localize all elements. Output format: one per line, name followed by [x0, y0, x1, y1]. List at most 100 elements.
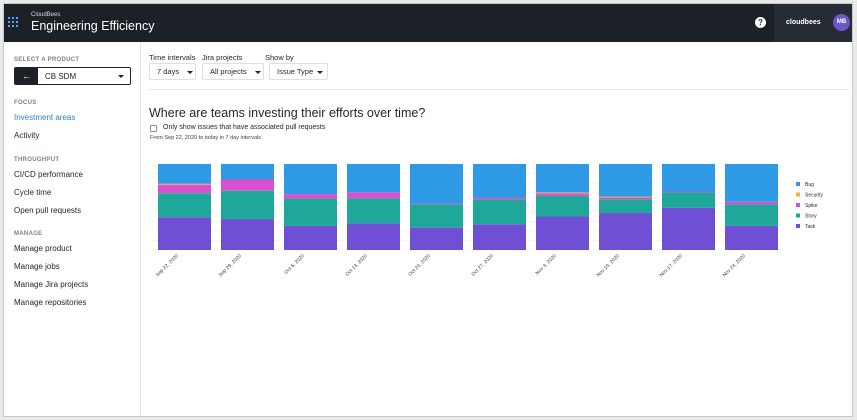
- x-tick-label: Oct 27, 2020: [470, 253, 495, 278]
- bar-segment-task[interactable]: [599, 213, 652, 250]
- bar-segment-spike[interactable]: [284, 194, 337, 199]
- nav-manage-product[interactable]: Manage product: [14, 244, 72, 253]
- legend-label-bug[interactable]: Bug: [805, 182, 814, 188]
- bar-segment-spike[interactable]: [662, 191, 715, 193]
- bar-segment-story[interactable]: [284, 198, 337, 226]
- top-bar: CloudBees Engineering Efficiency ? cloud…: [4, 4, 852, 42]
- x-tick-label: Oct 20, 2020: [407, 253, 432, 278]
- bar-segment-task[interactable]: [662, 207, 715, 250]
- user-menu[interactable]: cloudbees MB: [774, 4, 852, 42]
- bar-segment-security[interactable]: [158, 183, 211, 185]
- divider: [149, 89, 849, 90]
- bar-segment-spike[interactable]: [599, 197, 652, 200]
- nav-open-pull-requests[interactable]: Open pull requests: [14, 206, 82, 215]
- chevron-down-icon: [317, 71, 323, 74]
- page-title: Where are teams investing their efforts …: [149, 106, 426, 120]
- x-tick-label: Sep 29, 2020: [218, 253, 243, 278]
- bar-segment-story[interactable]: [662, 192, 715, 208]
- bar-segment-spike[interactable]: [221, 179, 274, 191]
- sidebar: SELECT A PRODUCT ← CB SDM FOCUS Investme…: [4, 42, 141, 416]
- pull-requests-checkbox-label[interactable]: Only show issues that have associated pu…: [163, 124, 326, 131]
- app-switcher-icon[interactable]: [8, 17, 18, 27]
- pull-requests-checkbox[interactable]: [150, 125, 157, 132]
- bar-segment-bug[interactable]: [599, 164, 652, 197]
- bar-segment-bug[interactable]: [662, 164, 715, 192]
- legend-label-spike[interactable]: Spike: [805, 203, 818, 209]
- bar-segment-spike[interactable]: [347, 192, 400, 199]
- investment-chart: Sep 22, 2020 Sep 29, 2020 Oct 6, 2020 Oct 1…: [151, 163, 824, 278]
- bar-segment-task[interactable]: [410, 227, 463, 250]
- bar-segment-task[interactable]: [725, 225, 778, 250]
- bar-segment-story[interactable]: [473, 199, 526, 225]
- nav-manage-repositories[interactable]: Manage repositories: [14, 298, 87, 307]
- section-focus: FOCUS: [14, 100, 37, 106]
- time-intervals-label: Time intervals: [149, 53, 196, 62]
- section-throughput: THROUGHPUT: [14, 157, 60, 163]
- jira-projects-label: Jira projects: [202, 53, 243, 62]
- product-selector[interactable]: ← CB SDM: [14, 67, 131, 85]
- bar-segment-bug[interactable]: [725, 164, 778, 202]
- bar-segment-task[interactable]: [347, 223, 400, 250]
- x-tick-label: Nov 17, 2020: [659, 253, 684, 278]
- bar-segment-story[interactable]: [725, 204, 778, 226]
- legend-label-security[interactable]: Security: [805, 193, 824, 199]
- jira-projects-dropdown[interactable]: All projects: [202, 63, 264, 80]
- bar-segment-story[interactable]: [410, 204, 463, 228]
- bar-segment-task[interactable]: [221, 219, 274, 250]
- legend-swatch-security: [796, 192, 800, 197]
- time-intervals-dropdown[interactable]: 7 days: [149, 63, 196, 80]
- bar-segment-bug[interactable]: [473, 164, 526, 198]
- bar-segment-bug[interactable]: [536, 164, 589, 193]
- bar-segment-story[interactable]: [347, 198, 400, 224]
- brand-company: CloudBees: [31, 12, 61, 18]
- legend-swatch-bug: [796, 182, 800, 186]
- chevron-down-icon: [118, 75, 124, 78]
- section-manage: MANAGE: [14, 231, 43, 237]
- bar-segment-task[interactable]: [158, 217, 211, 250]
- show-by-label: Show by: [265, 53, 294, 62]
- bar-segment-spike[interactable]: [158, 184, 211, 194]
- bar-segment-spike[interactable]: [410, 203, 463, 205]
- help-icon[interactable]: ?: [755, 17, 766, 28]
- bar-segment-story[interactable]: [158, 193, 211, 218]
- bar-segment-spike[interactable]: [473, 197, 526, 200]
- main-content: Time intervals Jira projects Show by 7 d…: [141, 42, 852, 416]
- bar-segment-story[interactable]: [536, 195, 589, 217]
- nav-cycle-time[interactable]: Cycle time: [14, 188, 52, 197]
- x-tick-label: Nov 3, 2020: [535, 253, 558, 276]
- x-tick-label: Nov 24, 2020: [722, 253, 747, 278]
- section-select-product: SELECT A PRODUCT: [14, 57, 80, 63]
- legend-label-task[interactable]: Task: [805, 224, 816, 230]
- show-by-dropdown[interactable]: Issue Type: [269, 63, 328, 80]
- bar-segment-bug[interactable]: [284, 164, 337, 195]
- legend-swatch-spike: [796, 203, 800, 207]
- bar-segment-spike[interactable]: [725, 201, 778, 205]
- avatar[interactable]: MB: [833, 14, 850, 31]
- bar-segment-task[interactable]: [473, 224, 526, 250]
- bar-segment-security[interactable]: [599, 196, 652, 198]
- app-window: CloudBees Engineering Efficiency ? cloud…: [3, 3, 853, 417]
- bar-segment-task[interactable]: [536, 216, 589, 250]
- nav-activity[interactable]: Activity: [14, 131, 40, 140]
- show-by-value: Issue Type: [277, 67, 314, 76]
- legend-label-story[interactable]: Story: [805, 214, 817, 220]
- nav-investment-areas[interactable]: Investment areas: [14, 113, 76, 122]
- bar-segment-story[interactable]: [221, 190, 274, 220]
- nav-manage-jobs[interactable]: Manage jobs: [14, 262, 60, 271]
- product-name: CB SDM: [45, 72, 77, 81]
- bar-segment-security[interactable]: [536, 192, 589, 194]
- bar-segment-story[interactable]: [599, 199, 652, 214]
- time-intervals-value: 7 days: [157, 67, 180, 76]
- chevron-down-icon: [255, 71, 261, 74]
- bar-segment-bug[interactable]: [347, 164, 400, 193]
- jira-projects-value: All projects: [210, 67, 247, 76]
- bar-segment-task[interactable]: [284, 225, 337, 250]
- nav-manage-jira-projects[interactable]: Manage Jira projects: [14, 280, 89, 289]
- nav-cicd-performance[interactable]: CI/CD performance: [14, 170, 83, 179]
- bar-segment-spike[interactable]: [536, 193, 589, 196]
- bar-segment-bug[interactable]: [410, 164, 463, 204]
- bar-segment-bug[interactable]: [221, 164, 274, 180]
- brand-product: Engineering Efficiency: [31, 19, 155, 33]
- back-arrow-icon[interactable]: ←: [15, 68, 38, 84]
- bar-segment-bug[interactable]: [158, 164, 211, 184]
